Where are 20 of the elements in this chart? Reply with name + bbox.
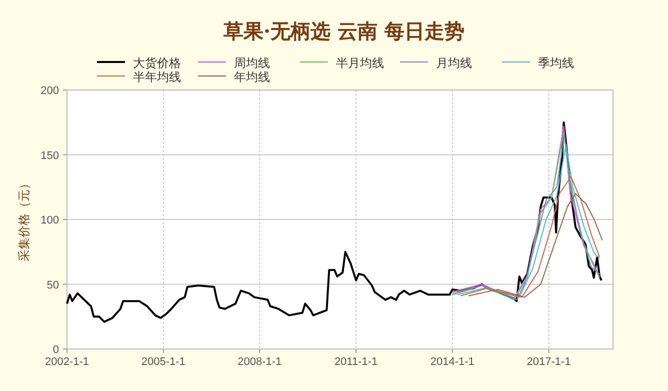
- legend-label: 周均线: [234, 56, 270, 70]
- legend-label: 月均线: [436, 56, 472, 70]
- y-axis-title: 采集价格（元）: [17, 178, 31, 262]
- y-tick-label: 150: [40, 150, 59, 162]
- y-tick-label: 0: [52, 344, 59, 356]
- y-tick-label: 200: [40, 85, 59, 97]
- legend-label: 季均线: [538, 56, 574, 70]
- x-tick-label: 2005-1-1: [141, 356, 186, 368]
- y-tick-label: 50: [46, 279, 59, 292]
- chart-title: 草果·无柄选 云南 每日走势: [222, 19, 464, 43]
- x-tick-label: 2008-1-1: [238, 356, 282, 368]
- x-tick-label: 2014-1-1: [430, 356, 474, 368]
- legend-label: 半月均线: [336, 56, 384, 70]
- x-tick-label: 2011-1-1: [334, 356, 378, 368]
- x-tick-label: 2017-1-1: [526, 356, 571, 368]
- legend-label: 年均线: [234, 70, 270, 84]
- x-tick-label: 2002-1-1: [44, 356, 90, 368]
- y-tick-label: 100: [40, 214, 59, 226]
- legend-label: 半年均线: [133, 70, 181, 84]
- legend-label: 大货价格: [133, 56, 181, 70]
